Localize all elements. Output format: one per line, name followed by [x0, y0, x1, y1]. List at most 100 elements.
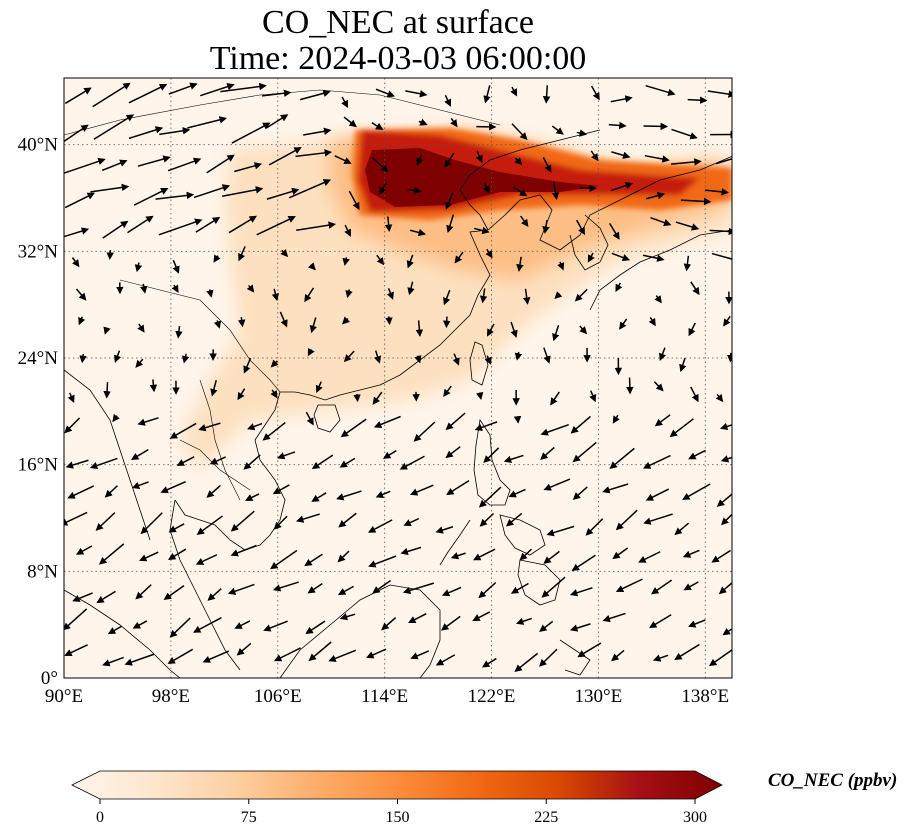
wind-arrow	[243, 454, 261, 470]
wind-arrow	[328, 649, 357, 662]
wind-arrow	[139, 551, 159, 562]
coastline-visayas	[499, 514, 546, 556]
wind-arrow	[707, 90, 732, 98]
wind-arrow	[78, 316, 86, 326]
wind-arrow	[542, 157, 552, 173]
wind-arrow	[89, 457, 118, 470]
colorbar-tick-label: 0	[96, 809, 104, 826]
lat-tick-label: 16°N	[18, 455, 59, 476]
wind-arrow	[309, 317, 317, 334]
lon-tick-label: 90°E	[45, 686, 83, 707]
wind-arrow	[687, 96, 708, 104]
wind-arrow	[403, 517, 420, 527]
wind-arrow	[552, 325, 560, 342]
wind-arrow	[193, 184, 231, 199]
wind-arrow	[485, 248, 493, 259]
wind-arrow	[67, 392, 75, 403]
lat-tick-label: 24°N	[18, 348, 59, 369]
wind-arrow	[296, 221, 337, 231]
wind-arrow	[234, 620, 251, 629]
wind-arrow	[304, 553, 323, 567]
wind-arrow	[443, 385, 452, 398]
wind-arrow	[445, 192, 454, 210]
wind-arrow	[478, 486, 502, 508]
wind-arrow	[334, 155, 352, 164]
wind-arrow	[539, 620, 554, 633]
wind-arrow	[643, 122, 669, 131]
wind-arrow	[288, 179, 332, 199]
wind-arrow	[227, 583, 255, 595]
wind-arrow	[609, 447, 635, 469]
wind-arrow	[307, 583, 323, 594]
wind-arrow	[234, 162, 263, 173]
lon-tick-label: 130°E	[575, 686, 623, 707]
wind-arrow	[344, 224, 351, 237]
wind-arrow	[508, 488, 526, 498]
wind-arrow	[128, 126, 164, 140]
wind-arrow	[653, 381, 664, 392]
wind-arrow	[413, 421, 436, 442]
wind-arrow	[196, 515, 223, 535]
wind-arrow	[64, 644, 88, 657]
colorbar-tick-label: 225	[534, 809, 558, 826]
wind-arrow	[71, 257, 80, 268]
wind-arrow	[652, 654, 669, 662]
wind-arrow	[443, 289, 451, 306]
wind-arrow	[483, 447, 500, 464]
wind-arrow	[612, 547, 629, 560]
colorbar-tick-label: 75	[241, 809, 257, 826]
wind-arrow	[650, 216, 672, 227]
wind-arrow	[209, 456, 226, 465]
wind-arrow	[611, 151, 631, 159]
wind-arrow	[675, 221, 700, 231]
wind-arrow	[543, 347, 551, 364]
wind-arrow	[577, 642, 602, 658]
wind-arrow	[266, 187, 300, 200]
wind-arrow	[168, 82, 198, 95]
wind-arrow	[543, 550, 560, 564]
lat-tick-label: 0°	[41, 668, 58, 689]
wind-arrow	[671, 128, 698, 140]
lon-tick-label: 138°E	[681, 686, 729, 707]
wind-arrow	[303, 127, 332, 136]
wind-arrow	[158, 218, 203, 236]
wind-arrow	[340, 418, 367, 438]
wind-arrow	[720, 513, 732, 526]
wind-arrow	[589, 390, 597, 403]
wind-arrow	[169, 617, 191, 638]
wind-arrow	[557, 261, 565, 271]
wind-arrow	[366, 648, 387, 659]
wind-arrow	[610, 95, 633, 103]
wind-arrow	[570, 415, 591, 434]
wind-arrow	[542, 220, 550, 234]
wind-arrow	[708, 649, 732, 667]
wind-arrow	[409, 228, 427, 237]
colorbar-gradient	[71, 770, 723, 800]
coastline-sulawesi	[559, 639, 591, 676]
wind-arrow	[608, 121, 627, 130]
colorbar-tick-label: 300	[683, 809, 707, 826]
wind-arrow	[342, 257, 350, 266]
wind-arrow	[64, 417, 81, 434]
wind-arrow	[279, 311, 288, 328]
wind-arrow	[372, 579, 392, 594]
wind-arrow	[648, 614, 672, 629]
wind-arrow	[585, 518, 604, 536]
wind-arrow	[474, 421, 498, 431]
wind-arrow	[176, 456, 195, 466]
wind-arrow	[167, 648, 194, 664]
wind-arrow	[719, 422, 732, 431]
lat-tick-label: 40°N	[18, 135, 59, 156]
wind-arrow	[64, 157, 106, 174]
wind-arrow	[213, 320, 222, 329]
wind-arrow	[135, 584, 152, 600]
coastline-korea	[569, 214, 609, 271]
wind-arrow	[307, 347, 315, 357]
wind-arrow	[237, 317, 246, 328]
wind-arrow	[405, 90, 428, 98]
wind-arrow	[446, 214, 455, 234]
wind-arrow	[554, 291, 563, 300]
wind-arrow	[690, 281, 700, 296]
wind-arrow	[243, 357, 252, 374]
wind-arrow	[654, 414, 671, 427]
